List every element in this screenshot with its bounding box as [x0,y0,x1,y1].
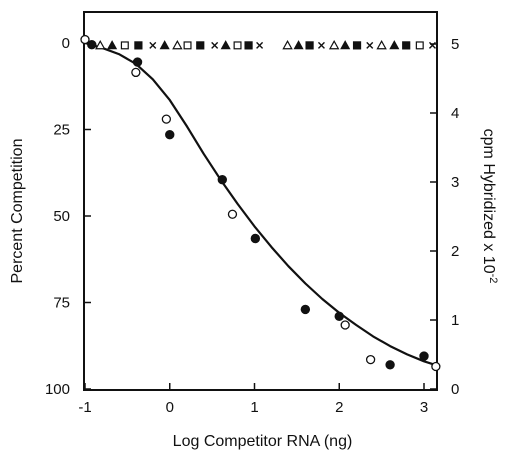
y-left-tick-label: 25 [53,122,70,139]
data-point-filled-circle [419,351,429,361]
y-right-tick-label: 2 [451,243,459,260]
data-point-open-triangle [376,39,387,50]
data-point-open-circle [80,34,90,45]
cross-stroke [149,41,157,49]
data-point-filled-circle [217,174,227,185]
data-point-cross [366,41,374,49]
data-point-filled-square [402,41,411,50]
data-point-filled-circle [87,40,97,50]
y-right-tick-label: 4 [451,105,459,122]
data-point-filled-square [305,41,314,50]
x-tick-label: -1 [78,399,91,416]
data-point-cross [256,41,264,49]
y-right-tick-label: 1 [451,312,459,329]
y-left-tick-label: 75 [53,295,70,312]
cross-stroke [428,41,436,49]
fitted-curve [84,41,440,368]
cross-stroke [317,41,325,49]
data-point-cross [428,41,436,49]
cross-stroke [366,41,374,49]
x-tick-label: 0 [166,399,174,416]
data-point-filled-triangle [107,40,118,50]
data-point-filled-circle [132,57,143,67]
data-point-filled-triangle [220,40,231,50]
data-point-filled-square [134,41,143,50]
x-tick-label: 3 [420,399,428,416]
data-point-open-circle [365,354,376,365]
y-left-tick-label: 100 [45,381,70,398]
data-point-open-circle [161,114,172,124]
y-right-tick-label: 0 [451,381,459,398]
data-point-filled-triangle [389,40,400,50]
data-point-open-circle [431,361,441,372]
y-right-axis-title: cpm Hybridized x 10-2 [480,129,499,284]
y-left-tick-label: 50 [53,208,70,225]
data-point-filled-square [196,41,205,50]
data-point-filled-circle [250,233,261,244]
data-point-filled-square [352,41,362,50]
data-point-open-triangle [328,39,340,50]
data-point-open-square [183,41,192,50]
data-point-open-square [120,41,129,50]
data-point-filled-circle [165,129,175,140]
x-tick-label: 1 [250,399,258,416]
data-point-filled-triangle [340,40,351,50]
plot-frame [83,11,438,391]
data-point-filled-triangle [159,40,170,50]
cross-stroke [211,41,219,49]
data-point-filled-square [244,41,253,50]
data-point-open-triangle [172,39,183,50]
x-tick-label: 2 [335,399,343,416]
y-right-tick-label: 5 [451,36,459,53]
y-right-axis-exponent: -2 [487,274,499,284]
data-point-open-square [233,41,242,50]
data-point-cross [149,41,157,49]
data-point-open-triangle [95,39,106,50]
y-right-tick-label: 3 [451,174,459,191]
cross-stroke [256,41,264,49]
data-point-open-square [415,41,424,50]
y-left-tick-label: 0 [62,35,70,52]
data-point-filled-circle [300,304,311,315]
data-point-open-circle [340,320,350,330]
data-point-filled-triangle [293,40,304,50]
data-point-filled-circle [385,360,395,370]
data-point-cross [317,41,325,49]
data-point-filled-circle [334,311,344,322]
x-axis-title: Log Competitor RNA (ng) [173,433,353,450]
data-point-open-circle [227,209,238,219]
data-point-open-triangle [282,39,293,50]
y-left-axis-title: Percent Competition [9,139,26,284]
data-point-open-circle [131,67,141,78]
data-point-cross [211,41,219,49]
